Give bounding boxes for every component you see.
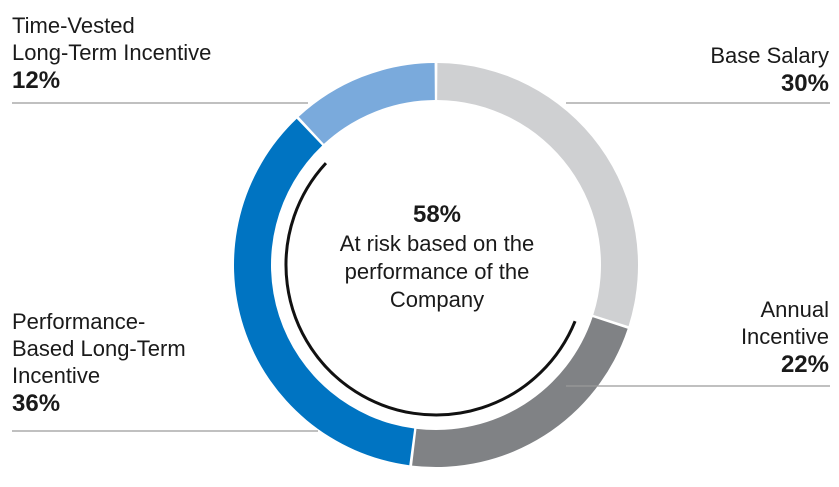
- at-risk-arc: [284, 162, 577, 417]
- label-annual-incentive: Annual Incentive 22%: [741, 296, 829, 380]
- label-performance-based-line-2: Based Long-Term: [12, 336, 186, 361]
- slice-performance-based: [234, 118, 415, 466]
- label-performance-based-line-3: Incentive: [12, 363, 101, 388]
- slice-annual-incentive: [412, 317, 628, 467]
- center-line-2: performance of the: [344, 259, 530, 284]
- label-base-salary-line-1: Base Salary: [710, 43, 829, 68]
- label-time-vested-line-2: Long-Term Incentive: [12, 40, 212, 65]
- label-time-vested-line-1: Time-Vested: [12, 13, 135, 38]
- label-performance-based-pct: 36%: [12, 390, 61, 417]
- center-value: 58%: [412, 201, 462, 228]
- center-line-1: At risk based on the: [339, 231, 535, 256]
- slice-time-vested: [298, 63, 435, 144]
- label-base-salary: Base Salary 30%: [710, 42, 829, 99]
- label-base-salary-pct: 30%: [780, 70, 829, 97]
- label-time-vested-pct: 12%: [12, 67, 61, 94]
- slice-base-salary: [437, 63, 638, 327]
- center-line-3: Company: [389, 287, 485, 312]
- label-annual-incentive-pct: 22%: [780, 351, 829, 378]
- label-annual-incentive-line-1: Annual: [760, 297, 829, 322]
- label-time-vested: Time-Vested Long-Term Incentive 12%: [12, 12, 211, 96]
- label-annual-incentive-line-2: Incentive: [740, 324, 829, 349]
- center-summary: 58% At risk based on the performance of …: [287, 200, 587, 314]
- label-performance-based: Performance- Based Long-Term Incentive 3…: [12, 308, 186, 419]
- label-performance-based-line-1: Performance-: [12, 309, 146, 334]
